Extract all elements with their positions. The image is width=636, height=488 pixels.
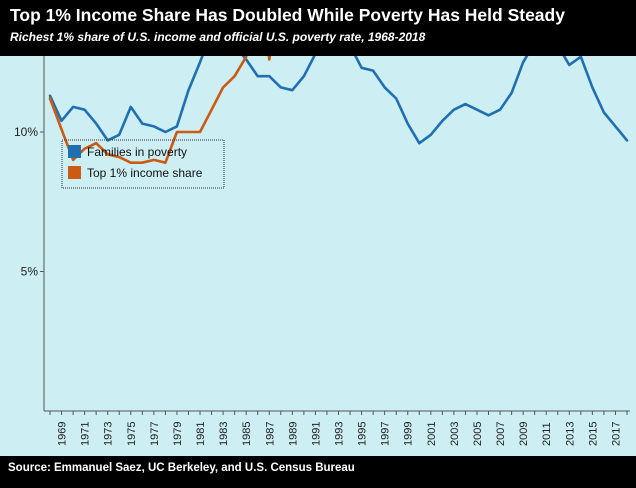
x-tick-label: 2003 <box>449 422 461 446</box>
x-tick-label: 1973 <box>103 422 115 446</box>
legend-label-poverty: Families in poverty <box>87 145 187 159</box>
x-tick-label: 2001 <box>426 422 438 446</box>
x-tick-label: 1979 <box>172 422 184 446</box>
series-lines <box>48 56 629 164</box>
x-tick-label: 1995 <box>357 422 369 446</box>
plot-area <box>0 56 636 456</box>
source-note: Source: Emmanuel Saez, UC Berkeley, and … <box>8 462 355 474</box>
chart-title: Top 1% Income Share Has Doubled While Po… <box>10 5 565 25</box>
legend-label-top1: Top 1% income share <box>87 166 203 180</box>
y-tick-label: 5% <box>21 265 39 279</box>
x-tick-label: 2011 <box>541 422 553 446</box>
x-tick-label: 2013 <box>564 422 576 446</box>
x-tick-label: 1991 <box>310 422 322 446</box>
x-tick-label: 1977 <box>149 422 161 446</box>
line-chart: 5%10%15%20% 1969197119731975197719791981… <box>0 56 636 456</box>
legend-swatch-top1 <box>68 166 81 179</box>
x-tick-label: 1997 <box>380 422 392 446</box>
x-tick-label: 2017 <box>610 422 622 446</box>
series-line-top-1-income-share <box>48 56 272 164</box>
y-ticks: 5%10%15%20% <box>14 125 44 279</box>
x-ticks: 1969 1971 1973 1975 1977 1979 1981 1983 1985 1987… <box>49 411 628 446</box>
legend: Families in poverty Top 1% income share <box>61 139 225 189</box>
x-tick-label: 1987 <box>264 422 276 446</box>
x-tick-label: 1983 <box>218 422 230 446</box>
x-tick-label: 1985 <box>241 422 253 446</box>
x-tick-label: 1975 <box>126 422 138 446</box>
footer-band <box>0 456 636 488</box>
y-tick-label: 10% <box>14 125 38 139</box>
x-tick-label: 2007 <box>495 422 507 446</box>
legend-box <box>61 139 225 189</box>
chart-subtitle: Richest 1% share of U.S. income and offi… <box>10 30 426 44</box>
x-tick-label: 1969 <box>57 422 69 446</box>
x-tick-label: 1981 <box>195 422 207 446</box>
legend-swatch-poverty <box>68 145 81 158</box>
series-line-families-in-poverty <box>48 56 629 145</box>
x-tick-label: 1971 <box>80 422 92 446</box>
axes <box>43 56 630 412</box>
x-tick-label: 1989 <box>287 422 299 446</box>
x-tick-label: 2009 <box>518 422 530 446</box>
x-tick-label: 2015 <box>587 422 599 446</box>
x-tick-label: 2005 <box>472 422 484 446</box>
header-band <box>0 0 636 56</box>
x-tick-label: 1999 <box>403 422 415 446</box>
x-tick-label: 1993 <box>334 422 346 446</box>
